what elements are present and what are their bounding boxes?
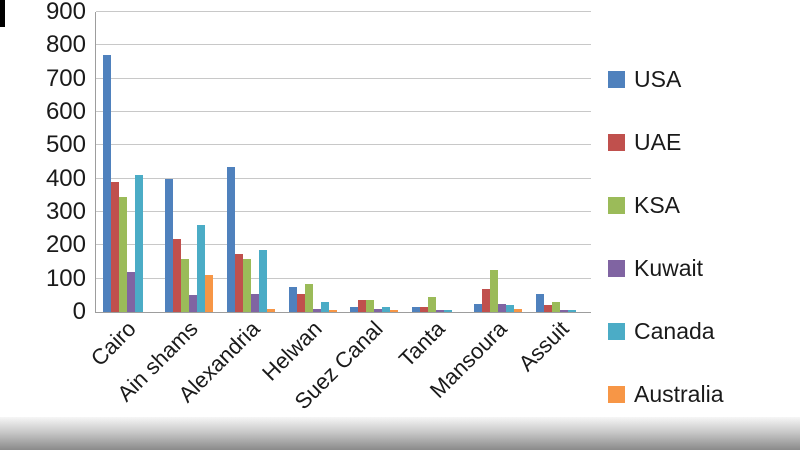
y-tick-label: 700 <box>45 64 86 92</box>
gridline <box>96 244 591 246</box>
bar-kuwait <box>436 310 445 312</box>
bar-group-suez-canal <box>344 12 406 312</box>
y-tick-label: 500 <box>45 131 86 159</box>
bar-group-ain-shams <box>158 12 220 312</box>
bar-kuwait <box>560 310 569 312</box>
bar-kuwait <box>312 308 321 312</box>
legend-item-kuwait: Kuwait <box>608 255 723 281</box>
y-tick-label: 100 <box>45 264 86 292</box>
bar-ksa <box>304 283 313 312</box>
bar-usa <box>350 307 359 312</box>
bar-australia <box>204 275 213 312</box>
gridline <box>96 111 591 112</box>
y-axis-labels: 0 100 200 300 400 500 600 700 800 900 <box>0 0 86 325</box>
gridline <box>96 177 591 179</box>
bar-australia <box>328 310 337 312</box>
gridline <box>96 77 591 79</box>
y-tick-label: 600 <box>45 98 86 125</box>
bar-canada <box>196 225 205 312</box>
legend-item-australia: Australia <box>608 381 723 407</box>
legend-item-uae: UAE <box>608 129 723 155</box>
bar-canada <box>134 175 143 312</box>
gridline <box>96 11 591 12</box>
legend-swatch-icon <box>608 196 625 214</box>
y-tick-label: 0 <box>72 298 86 325</box>
gridline <box>96 44 591 46</box>
bar-usa <box>102 55 111 312</box>
bar-canada <box>506 305 515 312</box>
bar-uae <box>482 288 491 312</box>
bar-kuwait <box>374 308 383 312</box>
y-tick-label: 300 <box>45 198 86 225</box>
legend-swatch-icon <box>608 133 625 151</box>
bar-usa <box>164 178 173 312</box>
legend-swatch-icon <box>608 259 625 277</box>
legend-item-ksa: KSA <box>608 192 723 218</box>
bar-australia <box>514 308 523 312</box>
bar-ksa <box>490 270 499 312</box>
bar-group-cairo <box>96 12 158 312</box>
bar-usa <box>288 287 297 312</box>
bar-kuwait <box>126 272 135 312</box>
legend-label: Kuwait <box>634 254 704 281</box>
bar-kuwait <box>188 295 197 312</box>
bar-uae <box>420 307 429 312</box>
bar-group-assuit <box>529 12 591 312</box>
legend-swatch-icon <box>608 385 625 403</box>
legend-swatch-icon <box>608 322 625 340</box>
bar-series-area <box>96 12 591 312</box>
legend-label: KSA <box>634 191 681 218</box>
bar-usa <box>474 303 483 312</box>
bar-group-mansoura <box>467 12 529 312</box>
legend-label: USA <box>634 65 682 92</box>
bar-ksa <box>118 197 127 312</box>
bar-uae <box>110 182 119 312</box>
gridline <box>96 144 591 146</box>
bar-usa <box>536 293 545 312</box>
legend-label: Australia <box>634 380 724 407</box>
bar-canada <box>568 310 577 312</box>
legend-item-usa: USA <box>608 66 723 92</box>
y-tick-label: 900 <box>45 0 86 25</box>
bar-uae <box>358 300 367 312</box>
screen-artifact <box>0 0 5 27</box>
bar-australia <box>266 308 275 312</box>
bar-canada <box>444 310 453 312</box>
bar-usa <box>226 167 235 312</box>
bar-kuwait <box>250 293 259 312</box>
plot-area <box>95 11 591 313</box>
bar-ksa <box>552 302 561 312</box>
bar-group-alexandria <box>220 12 282 312</box>
bar-canada <box>320 302 329 312</box>
bar-usa <box>412 307 421 312</box>
y-tick-label: 800 <box>45 31 86 59</box>
bar-uae <box>544 305 553 312</box>
bar-uae <box>172 238 181 312</box>
y-tick-label: 200 <box>45 231 86 259</box>
bar-uae <box>296 293 305 312</box>
bar-canada <box>382 307 391 312</box>
bar-canada <box>258 250 267 312</box>
bar-kuwait <box>498 303 507 312</box>
legend-label: Canada <box>634 317 715 344</box>
slide-edge-shadow <box>0 417 800 450</box>
gridline <box>96 211 591 212</box>
bar-uae <box>234 253 243 312</box>
bar-group-helwan <box>282 12 344 312</box>
gridline <box>96 277 591 279</box>
bar-ksa <box>428 297 437 312</box>
bar-ksa <box>180 258 189 312</box>
bar-australia <box>390 310 399 312</box>
chart-legend: USA UAE KSA Kuwait Canada Australia <box>608 66 723 407</box>
bar-group-tanta <box>405 12 467 312</box>
bar-ksa <box>366 300 375 312</box>
legend-swatch-icon <box>608 70 625 88</box>
legend-item-canada: Canada <box>608 318 723 344</box>
legend-label: UAE <box>634 128 682 155</box>
y-tick-label: 400 <box>45 164 86 192</box>
bar-ksa <box>242 258 251 312</box>
